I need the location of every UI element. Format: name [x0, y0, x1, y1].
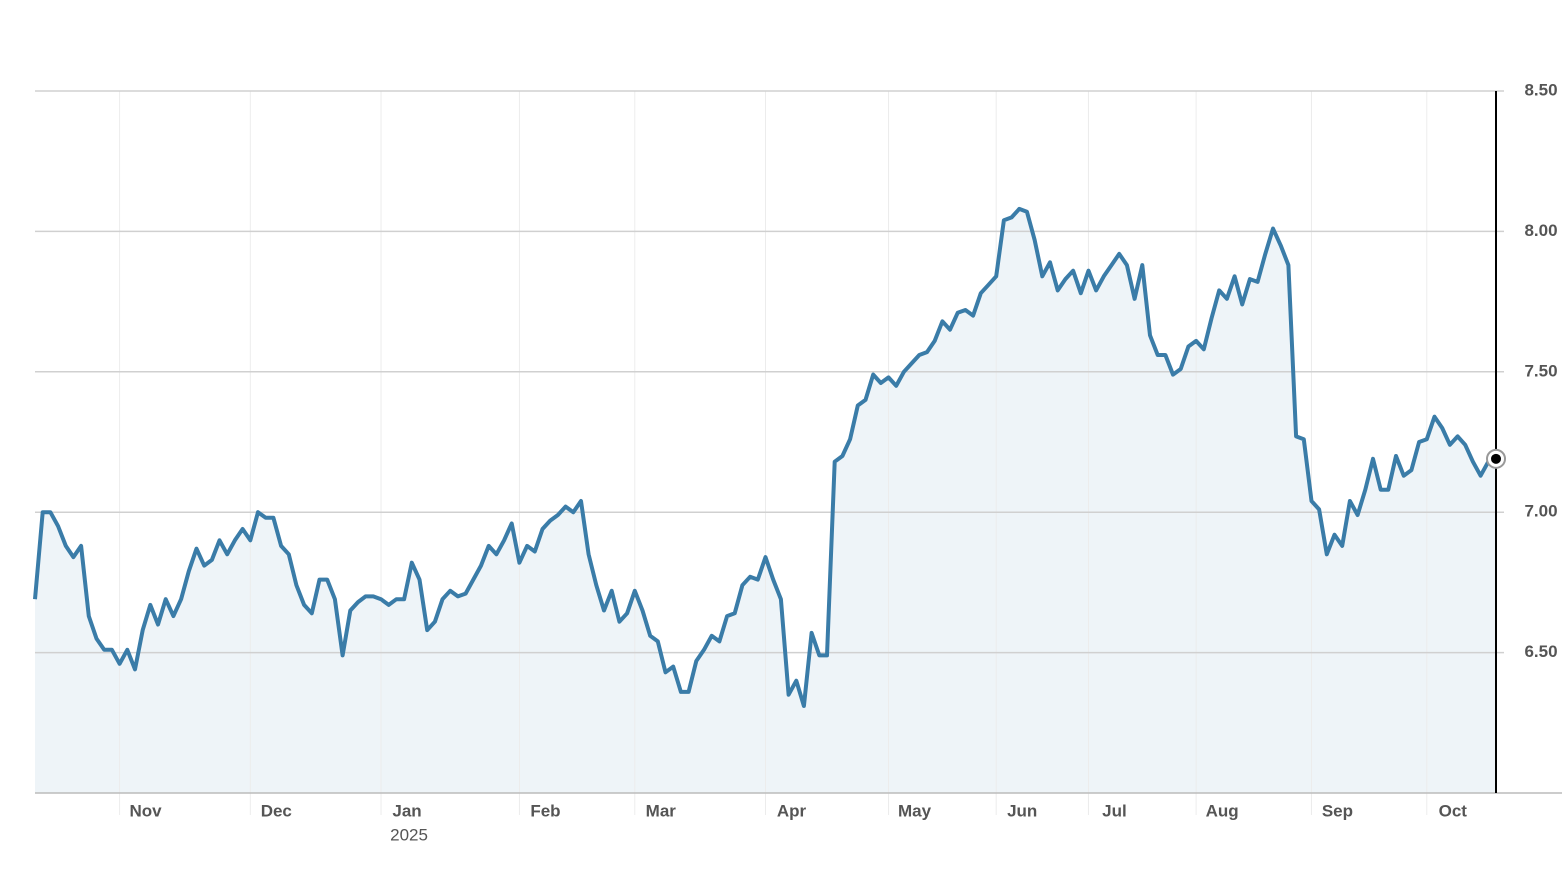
x-tick-label: Mar [646, 801, 677, 820]
y-tick-label: 7.50 [1524, 361, 1557, 380]
x-tick-label: Jan [392, 801, 421, 820]
x-tick-label: Jul [1102, 801, 1127, 820]
x-tick-sublabel: 2025 [390, 825, 428, 844]
x-tick-label: Sep [1322, 801, 1353, 820]
y-tick-label: 6.50 [1524, 642, 1557, 661]
end-marker-dot [1491, 453, 1501, 464]
area [35, 208, 1496, 793]
x-tick-label: Nov [130, 801, 163, 820]
x-tick-label: Aug [1206, 801, 1239, 820]
x-tick-label: Feb [530, 801, 560, 820]
x-tick-label: Apr [777, 801, 807, 820]
x-tick-label: Dec [261, 801, 292, 820]
x-tick-label: Jun [1007, 801, 1037, 820]
x-tick-label: Oct [1439, 801, 1468, 820]
y-tick-label: 8.50 [1524, 80, 1557, 99]
x-tick-label: May [898, 801, 932, 820]
line [33, 206, 1497, 708]
y-tick-label: 8.00 [1524, 221, 1557, 240]
y-tick-label: 7.00 [1524, 502, 1557, 521]
